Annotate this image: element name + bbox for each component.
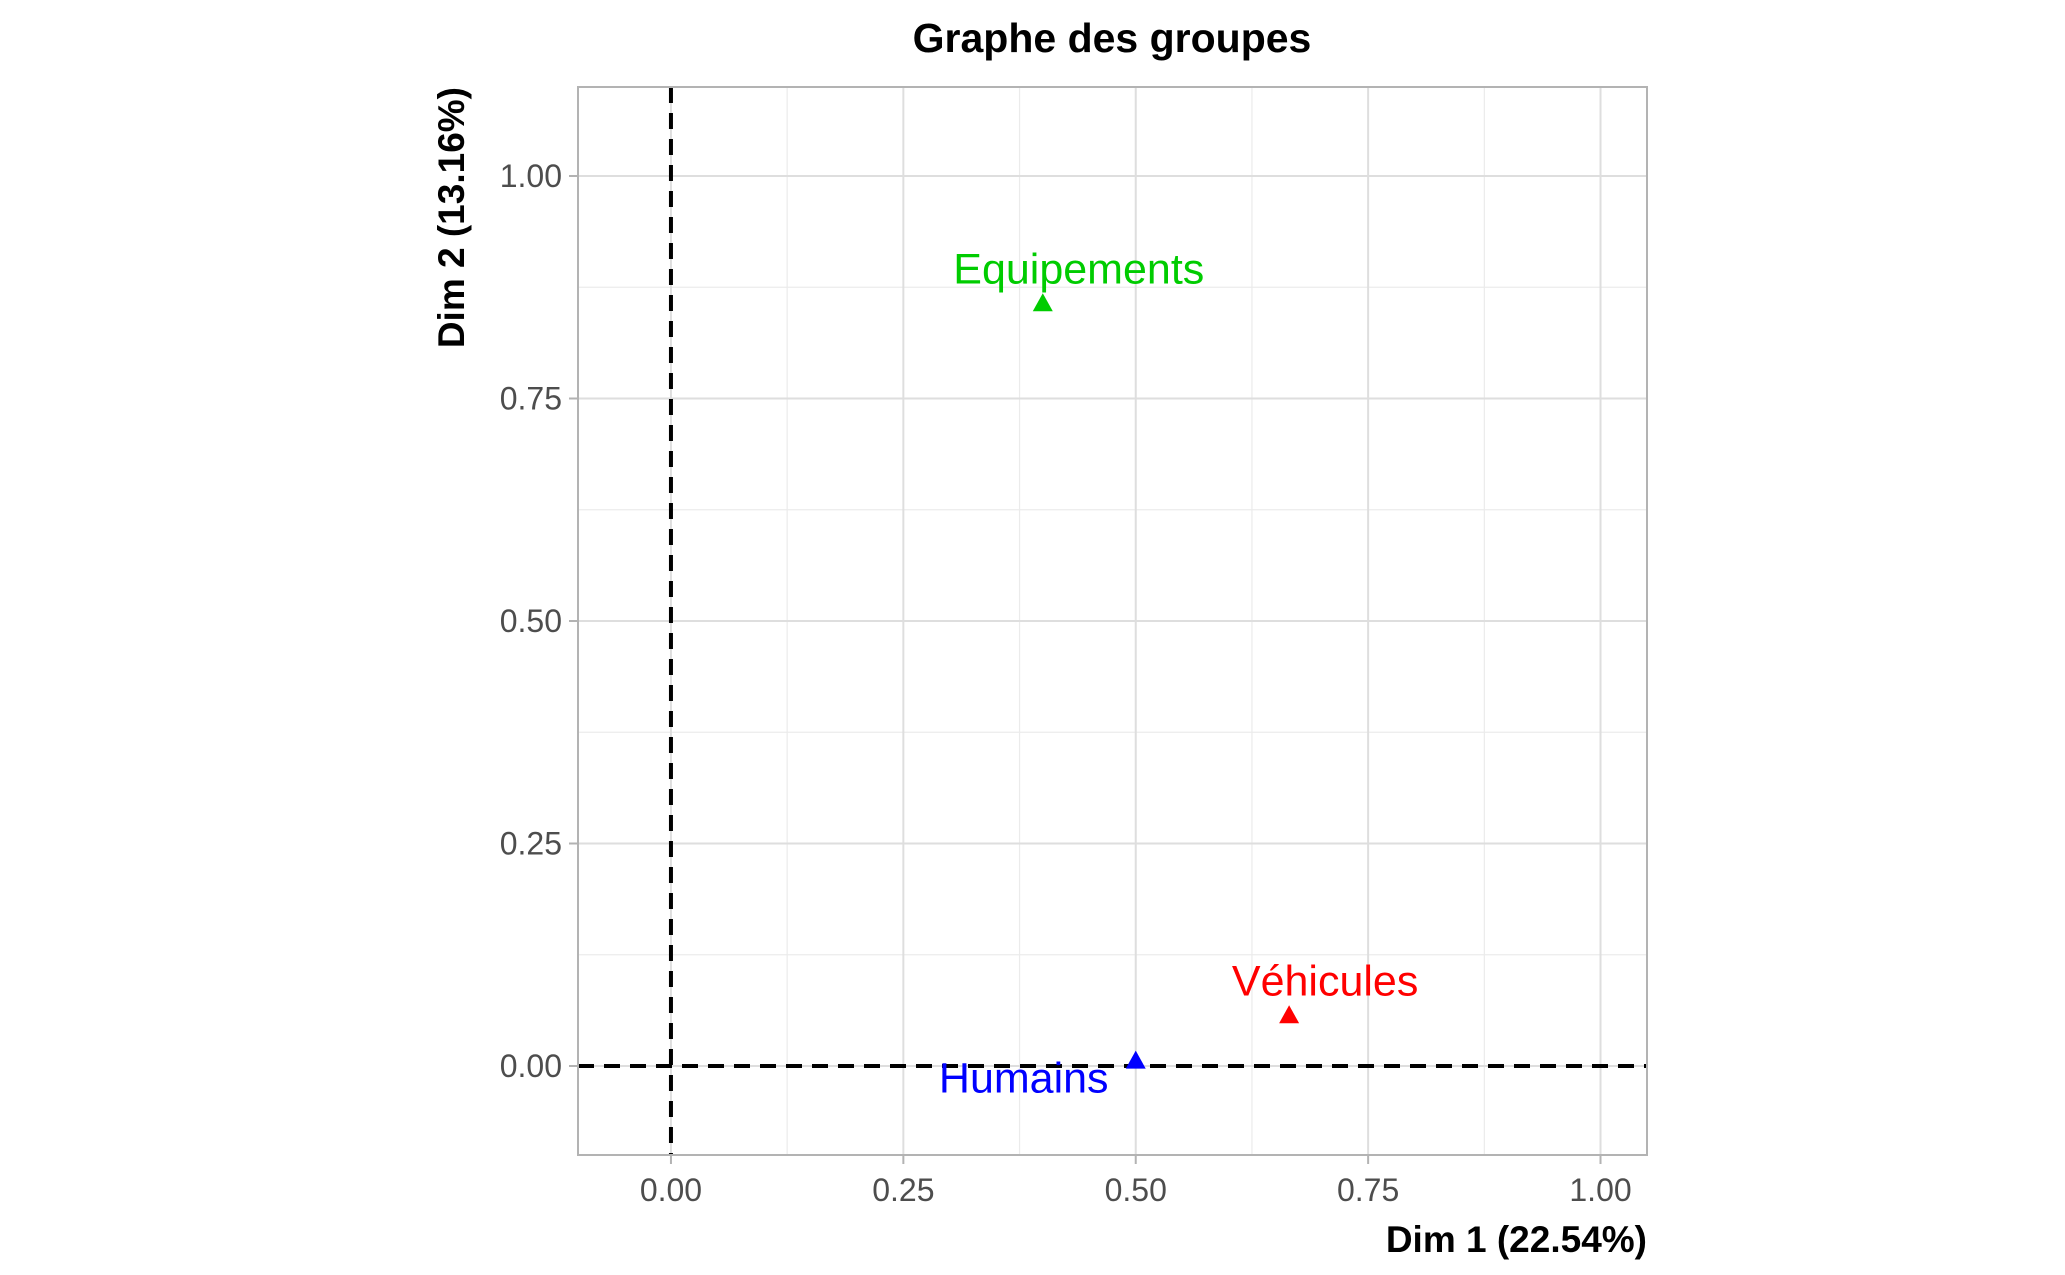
point-marker [1125,1050,1146,1069]
x-tick-label: 0.25 [872,1172,934,1208]
y-tick-label: 0.50 [500,603,562,639]
x-tick-label: 0.00 [640,1172,702,1208]
x-tick-label: 0.50 [1105,1172,1167,1208]
y-tick-label: 0.25 [500,826,562,862]
tick-layer: 0.00 0.25 0.50 0.75 1.00 0.00 0.25 0.50 0.75 1.00 [500,158,1632,1208]
point-marker [1032,293,1053,312]
y-tick-label: 0.75 [500,381,562,417]
point-label: Véhicules [1232,957,1418,1005]
point-layer: Véhicules Humains Equipements [939,245,1418,1102]
reference-lines [578,87,1647,1155]
y-axis-title: Dim 2 (13.16%) [431,87,472,348]
y-tick-label: 0.00 [500,1048,562,1084]
point-marker [1279,1005,1300,1024]
x-tick-label: 0.75 [1337,1172,1399,1208]
x-axis-title: Dim 1 (22.54%) [1386,1219,1647,1260]
y-tick-label: 1.00 [500,158,562,194]
point-label: Equipements [953,245,1204,293]
point-label: Humains [939,1055,1109,1103]
x-tick-label: 1.00 [1569,1172,1631,1208]
chart-title: Graphe des groupes [913,15,1312,61]
